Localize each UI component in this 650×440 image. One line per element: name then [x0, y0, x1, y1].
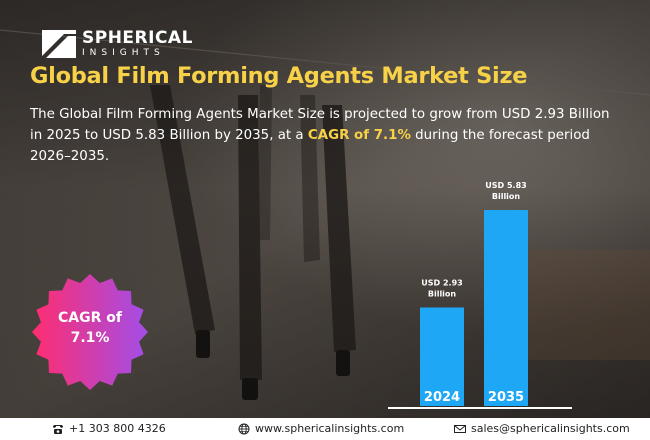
bar-value-label-2024-2: Billion [428, 289, 457, 298]
bar-value-label-2035-1: USD 5.83 [485, 181, 526, 190]
description: The Global Film Forming Agents Market Si… [30, 104, 622, 167]
website-link: www.sphericalinsights.com [255, 422, 405, 435]
mail-icon [454, 424, 466, 433]
description-highlight: CAGR of 7.1% [307, 128, 411, 143]
footer-email[interactable]: sales@sphericalinsights.com [454, 422, 630, 435]
footer-phone[interactable]: +1 303 800 4326 [52, 422, 166, 435]
logo-icon [42, 30, 76, 58]
cagr-badge [32, 274, 148, 390]
cagr-badge-text: CAGR of 7.1% [30, 308, 150, 348]
bar-2035 [484, 210, 528, 406]
phone-number: +1 303 800 4326 [69, 422, 166, 435]
bar-2024 [420, 307, 464, 406]
description-text-end: during the forecast period 2026–2035. [30, 128, 590, 164]
bar-category-label-2035: 2035 [488, 390, 524, 405]
footer: +1 303 800 4326 www.sphericalinsights.co… [0, 418, 650, 440]
cagr-label: CAGR of [58, 310, 122, 326]
footer-website[interactable]: www.sphericalinsights.com [238, 422, 404, 435]
bar-category-label-2024: 2024 [424, 390, 460, 405]
bar-value-label-2035-2: Billion [492, 192, 521, 201]
phone-icon [53, 424, 63, 434]
email-address: sales@sphericalinsights.com [471, 422, 630, 435]
bar-chart: USD 2.93 Billion 2024 USD 5.83 Billion 2035 [388, 181, 572, 409]
brand-subname: INSIGHTS [82, 48, 165, 58]
page-title: Global Film Forming Agents Market Size [30, 63, 528, 89]
cagr-value: 7.1% [70, 330, 110, 346]
brand-logo: SPHERICAL INSIGHTS [42, 30, 193, 58]
brand-name: SPHERICAL [82, 28, 193, 48]
bar-value-label-2024-1: USD 2.93 [421, 278, 462, 287]
description-text-start: The Global Film Forming Agents Market Si… [30, 107, 610, 143]
globe-icon [238, 423, 250, 434]
